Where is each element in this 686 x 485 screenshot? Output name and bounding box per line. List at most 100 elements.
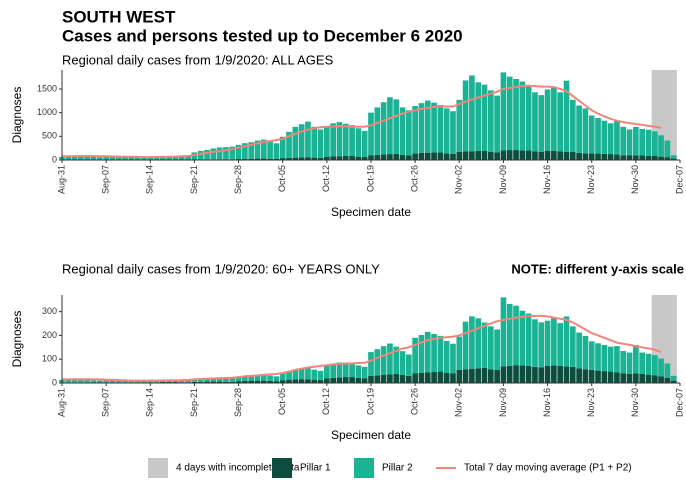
bar — [475, 82, 482, 151]
bar — [557, 92, 564, 152]
bar — [248, 380, 255, 383]
bar — [532, 366, 538, 383]
bar — [500, 150, 507, 160]
x-tick-label: Oct-05 — [277, 165, 287, 192]
bar — [620, 155, 627, 160]
bar — [664, 377, 671, 383]
bar — [469, 368, 475, 383]
bar — [305, 121, 311, 158]
bar — [393, 346, 400, 374]
x-tick-label: Sep-07 — [101, 165, 111, 194]
panel-title: Regional daily cases from 1/9/2020: 60+ … — [62, 261, 380, 276]
bar — [210, 381, 217, 383]
bar — [355, 365, 362, 378]
bar — [506, 150, 513, 160]
bar — [563, 366, 570, 383]
bar — [450, 373, 456, 383]
bar — [115, 156, 122, 160]
bar — [639, 155, 646, 160]
bar — [216, 377, 223, 382]
bar — [216, 147, 223, 160]
bar — [349, 377, 355, 383]
bar — [210, 378, 217, 382]
bar — [607, 371, 614, 383]
bar — [500, 366, 507, 383]
bar — [538, 151, 545, 160]
bar — [292, 157, 299, 160]
page-subtitle: Cases and persons tested up to December … — [62, 26, 463, 45]
bar — [229, 146, 236, 160]
bar — [78, 155, 84, 160]
bar — [355, 128, 362, 157]
bar — [418, 334, 425, 374]
bar — [651, 131, 658, 156]
bar — [311, 369, 318, 380]
x-tick-label: Oct-12 — [321, 165, 331, 192]
bar — [670, 158, 677, 160]
bar — [418, 103, 425, 153]
bar — [481, 151, 488, 160]
bar — [639, 352, 646, 374]
bar — [639, 128, 646, 156]
bar — [273, 143, 280, 159]
x-tick-label: Sep-28 — [233, 165, 243, 194]
bar — [494, 329, 500, 370]
bar — [96, 157, 103, 160]
bar — [494, 152, 500, 160]
bar — [267, 375, 273, 381]
bar — [670, 155, 677, 159]
bar — [349, 363, 355, 378]
bar — [279, 136, 286, 159]
bar — [487, 151, 494, 160]
bar — [368, 155, 374, 160]
bar — [374, 375, 381, 383]
x-tick-label: Sep-14 — [145, 388, 155, 417]
bar — [418, 152, 425, 160]
bar — [361, 156, 368, 160]
bar — [576, 332, 582, 369]
bar — [134, 157, 141, 160]
bar — [626, 373, 633, 383]
page-title: SOUTH WEST — [62, 7, 176, 26]
bar — [393, 373, 400, 383]
legend-label: Total 7 day moving average (P1 + P2) — [464, 463, 632, 474]
bar — [380, 102, 387, 155]
bar — [286, 157, 292, 160]
bar — [569, 366, 576, 383]
bar — [349, 155, 355, 160]
bar — [601, 120, 608, 154]
moving-average-line — [62, 314, 662, 382]
bar — [494, 369, 500, 383]
x-tick-label: Oct-12 — [321, 388, 331, 415]
moving-average-line — [62, 84, 662, 159]
bar — [658, 135, 664, 157]
bar — [141, 157, 147, 160]
bar — [361, 378, 368, 383]
y-axis-label: Diagnoses — [10, 87, 24, 144]
bar — [620, 350, 627, 374]
bar — [532, 92, 538, 152]
bar — [456, 151, 463, 160]
x-tick-label: Dec-07 — [674, 165, 684, 194]
bar — [71, 379, 78, 383]
bar — [450, 343, 456, 374]
bar — [582, 369, 589, 383]
bar — [286, 371, 292, 380]
bar — [387, 374, 393, 383]
bar — [412, 373, 418, 383]
bar — [437, 371, 444, 383]
bar — [90, 156, 97, 160]
bar — [324, 378, 330, 383]
bar — [664, 363, 671, 378]
bar — [330, 377, 337, 383]
bar — [469, 151, 475, 160]
x-tick-label: Nov-09 — [498, 388, 508, 417]
bar — [191, 152, 198, 160]
bar — [500, 72, 507, 151]
bar — [620, 373, 627, 383]
y-tick-label: 100 — [42, 354, 57, 364]
bar — [424, 372, 431, 383]
x-tick-label: Nov-16 — [542, 388, 552, 417]
bar — [311, 157, 318, 160]
